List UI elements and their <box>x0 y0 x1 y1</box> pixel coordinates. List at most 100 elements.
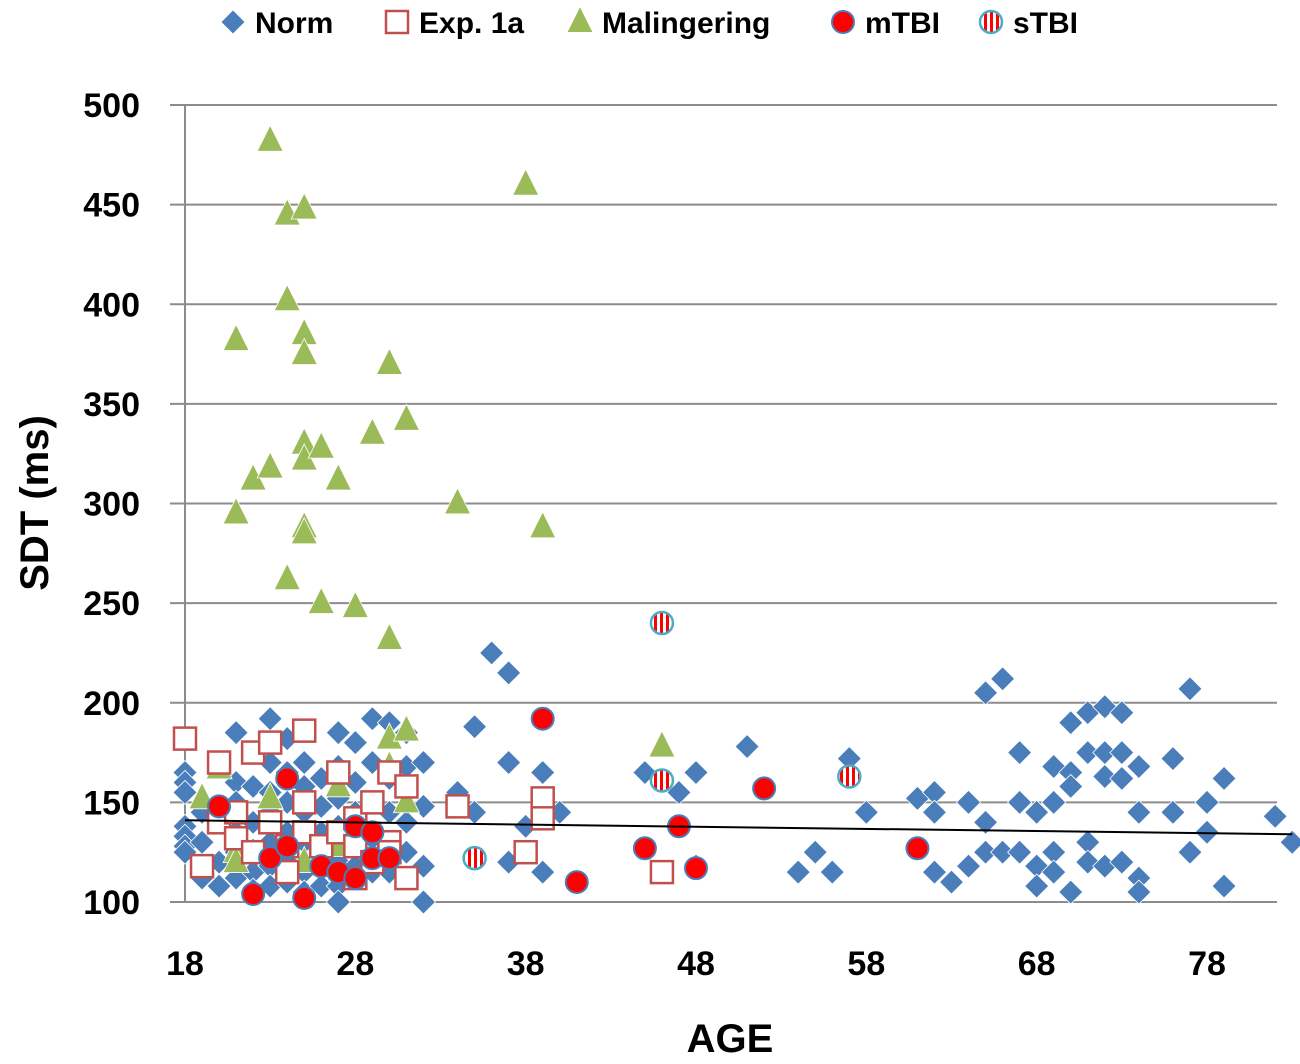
point-mtbi <box>207 794 232 819</box>
point-norm <box>530 759 556 786</box>
legend-item-stbi: sTBI <box>978 7 1078 40</box>
legend-marker-mtbi <box>831 10 855 34</box>
y-tick-label: 300 <box>83 486 140 524</box>
point-exp-1a <box>189 853 215 879</box>
point-exp-1a <box>172 726 198 751</box>
point-norm <box>206 873 232 899</box>
y-tick-label: 250 <box>83 585 140 623</box>
x-tick-label: 18 <box>166 945 204 983</box>
point-norm <box>1211 765 1237 792</box>
point-norm <box>1075 849 1101 875</box>
point-stbi <box>649 610 675 636</box>
point-mtbi <box>684 856 708 881</box>
point-mtbi <box>292 886 317 911</box>
point-norm <box>1126 753 1152 780</box>
point-mtbi <box>241 882 266 907</box>
point-mtbi <box>632 836 657 861</box>
point-norm <box>479 640 505 666</box>
point-norm <box>530 859 556 885</box>
point-norm <box>342 730 368 756</box>
point-malingering <box>341 590 369 618</box>
legend-marker-norm <box>220 9 246 35</box>
point-malingering <box>307 431 335 459</box>
point-norm <box>172 779 198 805</box>
point-norm <box>308 873 334 899</box>
point-malingering <box>256 124 284 152</box>
axis-layer: 100 150 200 250 300 350 400 450 500 18 28 38 48 58 68 7… <box>83 87 1226 983</box>
point-norm <box>853 799 879 825</box>
point-norm <box>955 789 982 815</box>
point-norm <box>223 720 249 746</box>
y-tick-label: 350 <box>83 386 140 424</box>
point-norm <box>683 759 709 786</box>
x-tick-label: 78 <box>1188 945 1226 983</box>
point-mtbi <box>275 834 300 859</box>
point-norm <box>1092 763 1118 790</box>
point-norm <box>257 706 283 732</box>
point-malingering <box>256 451 284 479</box>
point-norm <box>921 799 948 825</box>
point-norm <box>462 714 488 740</box>
point-norm <box>410 749 437 776</box>
point-malingering <box>324 463 352 491</box>
legend-marker-exp-1a <box>384 9 410 35</box>
series-stbi <box>462 610 862 871</box>
point-malingering <box>443 487 472 515</box>
point-mtbi <box>258 846 283 871</box>
points-layer <box>172 124 1300 915</box>
point-exp-1a <box>649 859 675 885</box>
point-norm <box>1126 799 1152 825</box>
x-tick-label: 28 <box>336 945 374 983</box>
point-malingering <box>375 347 404 375</box>
point-malingering <box>375 622 404 650</box>
x-tick-label: 58 <box>847 945 885 983</box>
point-malingering <box>529 510 557 539</box>
point-stbi <box>649 768 675 793</box>
point-exp-1a <box>326 760 351 785</box>
point-norm <box>1109 700 1135 726</box>
point-norm <box>1024 873 1050 899</box>
point-norm <box>1109 849 1135 875</box>
y-tick-label: 200 <box>83 685 140 723</box>
point-norm <box>955 853 982 879</box>
point-norm <box>1058 773 1084 800</box>
point-norm <box>1092 853 1118 879</box>
point-norm <box>1041 789 1067 815</box>
legend-item-malingering: Malingering <box>566 5 770 40</box>
point-malingering <box>512 168 540 196</box>
legend-label-norm: Norm <box>255 7 333 40</box>
series-mtbi <box>207 706 930 911</box>
point-norm <box>1194 789 1220 815</box>
point-norm <box>921 859 948 885</box>
point-malingering <box>648 730 676 758</box>
point-norm <box>734 734 760 760</box>
point-norm <box>1177 676 1203 702</box>
legend-marker-malingering <box>566 5 594 33</box>
point-mtbi <box>905 836 930 861</box>
point-exp-1a <box>360 790 385 815</box>
trendline <box>184 819 1293 836</box>
point-norm <box>325 889 351 915</box>
point-norm <box>1211 873 1237 899</box>
point-mtbi <box>564 870 589 895</box>
point-exp-1a <box>274 859 300 885</box>
legend-label-mtbi: mTBI <box>865 7 940 40</box>
point-malingering <box>392 785 421 814</box>
point-malingering <box>307 586 335 614</box>
y-tick-label: 400 <box>83 286 140 324</box>
point-norm <box>973 839 999 865</box>
point-mtbi <box>343 866 368 891</box>
legend: Norm Exp. 1a Malingering mTBI sTBI <box>220 5 1078 40</box>
point-mtbi <box>377 846 402 871</box>
point-exp-1a <box>291 718 317 743</box>
point-malingering <box>392 714 421 742</box>
point-norm <box>410 889 437 915</box>
y-axis-title: SDT (ms) <box>13 415 57 591</box>
point-norm <box>1007 839 1033 865</box>
point-stbi <box>462 845 487 871</box>
point-norm <box>990 666 1016 692</box>
point-mtbi <box>530 706 555 731</box>
point-malingering <box>290 516 318 545</box>
